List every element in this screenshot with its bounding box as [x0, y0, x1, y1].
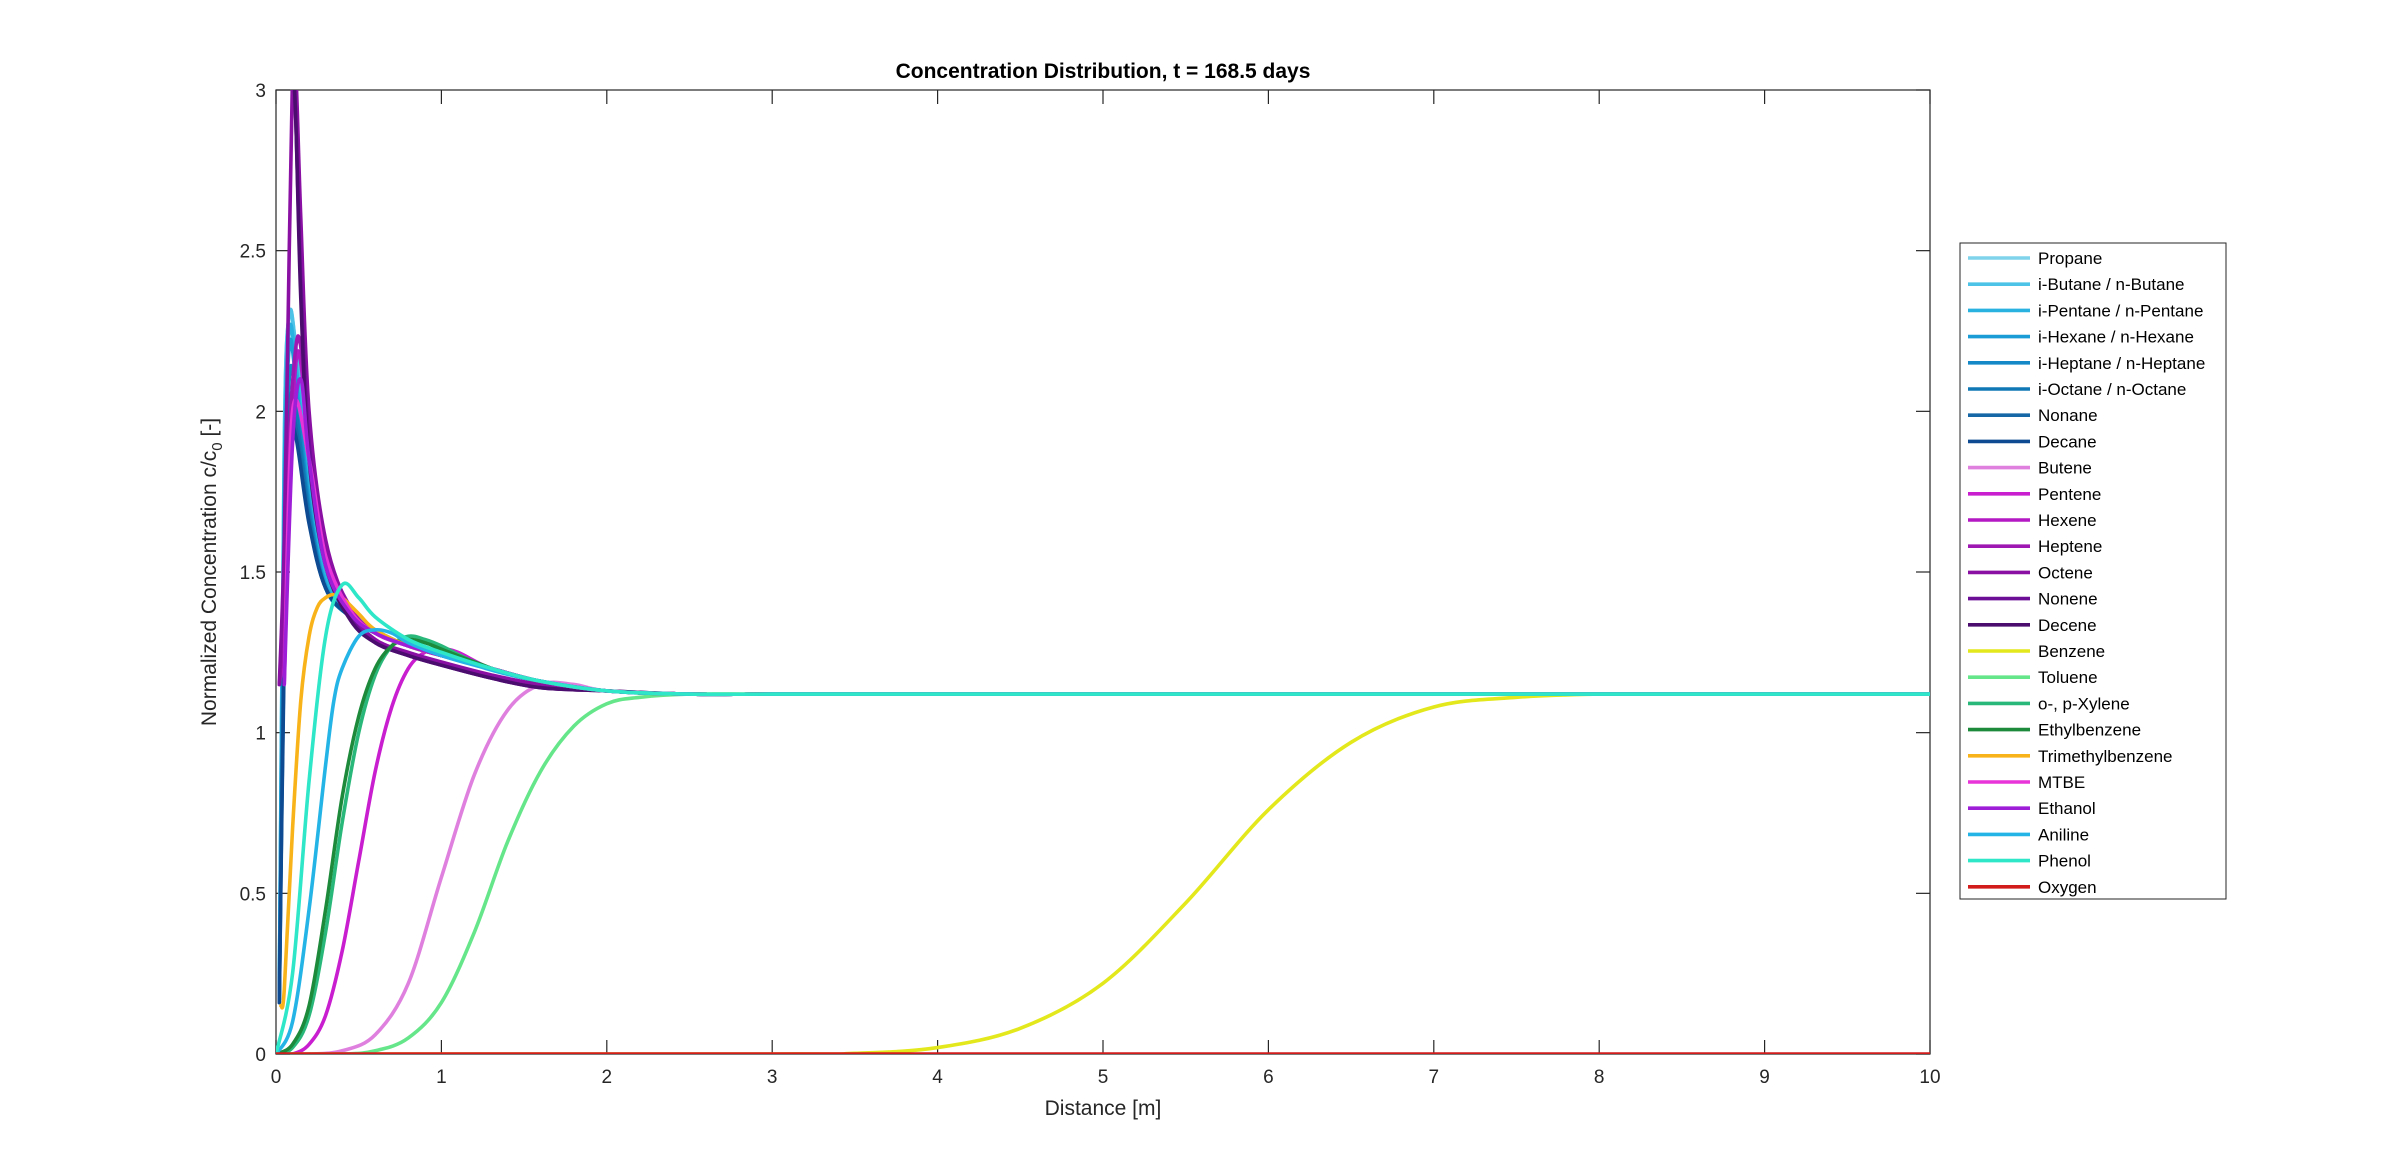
x-tick-label: 5	[1098, 1067, 1109, 1088]
x-tick-label: 6	[1263, 1067, 1274, 1088]
legend-label: o-, p-Xylene	[2038, 694, 2130, 713]
x-tick-label: 3	[767, 1067, 778, 1088]
y-axis-label-suffix: [-]	[198, 418, 221, 443]
y-tick-label: 2	[255, 402, 266, 423]
series-lines	[276, 90, 1930, 1054]
legend-label: MTBE	[2038, 773, 2085, 792]
legend-label: Toluene	[2038, 668, 2098, 687]
legend-items: Propane i-Butane / n-Butane i-Pentane / n-…	[1968, 249, 2205, 897]
legend-label: Propane	[2038, 249, 2102, 268]
y-tick-label: 3	[255, 81, 266, 102]
x-tick-label: 4	[932, 1067, 943, 1088]
legend-label: Phenol	[2038, 852, 2091, 871]
legend-label: Aniline	[2038, 825, 2089, 844]
legend-label: Oxygen	[2038, 878, 2097, 897]
chart-title: Concentration Distribution, t = 168.5 da…	[896, 60, 1311, 83]
y-tick-label: 0	[255, 1045, 266, 1066]
x-axis-label: Distance [m]	[1045, 1097, 1162, 1120]
legend-label: Decene	[2038, 616, 2097, 635]
legend-label: Nonene	[2038, 590, 2098, 609]
series-line-phenol	[276, 581, 1930, 1054]
legend-label: i-Hexane / n-Hexane	[2038, 328, 2194, 347]
y-axis-label: Normalized Concentration c/c0 [-]	[198, 418, 226, 726]
legend-label: i-Pentane / n-Pentane	[2038, 301, 2203, 320]
y-tick-label: 0.5	[240, 884, 266, 905]
legend: Propane i-Butane / n-Butane i-Pentane / n-…	[1959, 242, 2227, 900]
legend-label: Nonane	[2038, 406, 2098, 425]
legend-label: Pentene	[2038, 485, 2101, 504]
legend-label: i-Octane / n-Octane	[2038, 380, 2186, 399]
y-tick-label: 1.5	[240, 563, 266, 584]
legend-label: i-Heptane / n-Heptane	[2038, 354, 2205, 373]
legend-label: Heptene	[2038, 537, 2102, 556]
x-tick-label: 9	[1759, 1067, 1770, 1088]
x-axis-ticks: 0 1 2 3 4 5 6 7 8 9 10	[271, 90, 1941, 1088]
legend-label: Decane	[2038, 432, 2097, 451]
legend-label: Ethylbenzene	[2038, 721, 2141, 740]
y-tick-label: 2.5	[240, 242, 266, 263]
y-axis-label-main: Normalized Concentration c/c	[198, 451, 221, 726]
legend-label: Butene	[2038, 459, 2092, 478]
y-tick-label: 1	[255, 724, 266, 745]
x-tick-label: 0	[271, 1067, 282, 1088]
x-tick-label: 1	[436, 1067, 447, 1088]
legend-label: Hexene	[2038, 511, 2097, 530]
legend-label: Octene	[2038, 563, 2093, 582]
legend-label: i-Butane / n-Butane	[2038, 275, 2184, 294]
plot-area	[275, 89, 1931, 1055]
y-axis-label-subscript: 0	[209, 442, 226, 450]
x-tick-label: 10	[1919, 1067, 1940, 1088]
y-axis-ticks: 0 0.5 1 1.5 2 2.5 3	[240, 81, 1930, 1066]
x-tick-label: 8	[1594, 1067, 1605, 1088]
legend-label: Benzene	[2038, 642, 2105, 661]
legend-label: Trimethylbenzene	[2038, 747, 2173, 766]
x-tick-label: 7	[1429, 1067, 1440, 1088]
legend-label: Ethanol	[2038, 799, 2096, 818]
x-tick-label: 2	[602, 1067, 613, 1088]
